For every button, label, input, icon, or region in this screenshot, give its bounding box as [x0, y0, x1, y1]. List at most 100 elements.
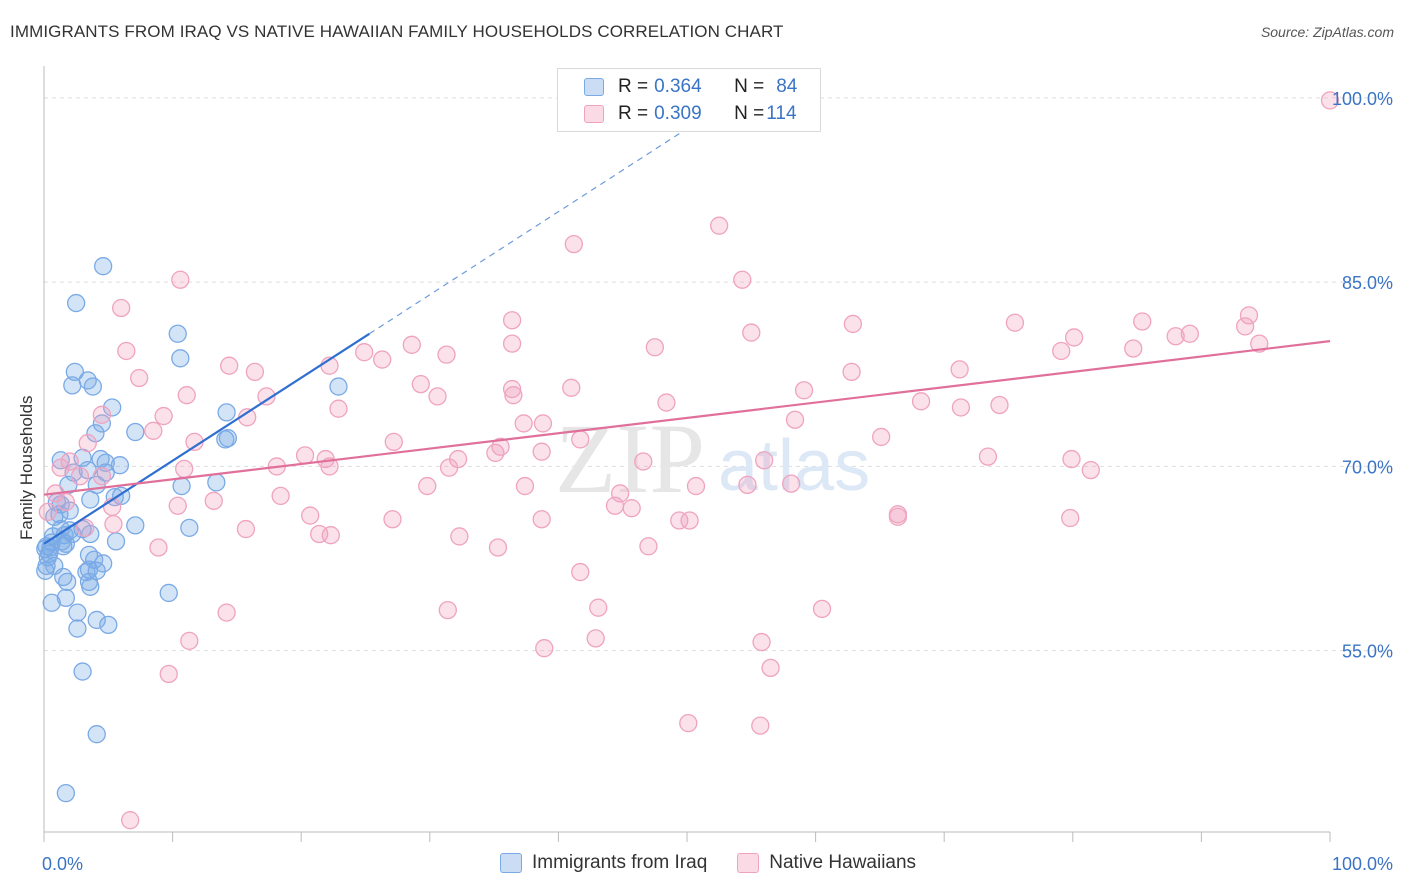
n-value: 84: [776, 76, 798, 97]
data-point: [1062, 449, 1081, 469]
data-point: [1235, 317, 1255, 336]
data-point: [329, 377, 348, 396]
series-hawaiian-points: [38, 91, 1340, 830]
data-point: [951, 398, 971, 417]
data-point: [383, 510, 402, 529]
data-point: [911, 392, 931, 411]
hawaiian-swatch: [737, 853, 760, 873]
data-point: [502, 379, 522, 399]
data-point: [710, 216, 729, 235]
trend-lines: [43, 128, 1331, 545]
data-point: [1064, 328, 1084, 347]
data-point: [204, 491, 223, 510]
data-point: [742, 323, 761, 342]
data-point: [126, 516, 145, 535]
data-point: [514, 414, 533, 433]
series-iraq-points: [36, 257, 348, 803]
data-point: [1180, 324, 1199, 343]
data-point: [216, 430, 235, 449]
data-point: [686, 476, 706, 496]
source-label: Source: ZipAtlas.com: [1260, 24, 1394, 40]
data-point: [761, 658, 780, 678]
data-point: [87, 725, 106, 744]
data-point: [622, 499, 641, 518]
data-point: [175, 459, 194, 479]
data-point: [373, 350, 392, 369]
data-point: [657, 393, 676, 412]
data-point: [96, 453, 115, 472]
data-point: [571, 562, 590, 582]
data-point: [36, 561, 55, 580]
data-point: [51, 458, 70, 477]
data-point: [56, 534, 76, 553]
data-point: [1081, 460, 1100, 480]
data-point: [171, 270, 190, 289]
data-point: [159, 583, 178, 603]
data-point: [535, 639, 554, 658]
data-point: [428, 387, 447, 406]
legend-label-iraq: Immigrants from Iraq: [532, 852, 708, 873]
data-point: [60, 452, 79, 471]
data-point: [94, 257, 113, 276]
data-point: [438, 600, 457, 620]
data-point: [57, 572, 77, 592]
legend-label-hawaiian: Native Hawaiians: [769, 852, 917, 873]
data-point: [217, 403, 236, 422]
r-label: R =: [618, 76, 649, 97]
data-point: [888, 507, 908, 526]
data-point: [76, 518, 95, 537]
data-point: [402, 335, 421, 354]
data-point: [639, 537, 658, 556]
data-point: [65, 362, 85, 381]
legend-item-hawaiian[interactable]: Native Hawaiians: [737, 852, 916, 874]
stats-row-hawaiian: R = 0.309 N = 114: [584, 102, 797, 126]
data-point: [112, 298, 131, 318]
data-point: [172, 476, 191, 496]
y-tick-label: 85.0%: [1342, 273, 1393, 293]
data-point: [42, 593, 61, 612]
data-point: [738, 475, 757, 494]
tick-labels: 100.0% 85.0% 70.0% 55.0% 0.0% 100.0%: [42, 89, 1393, 874]
r-label: R =: [618, 103, 649, 124]
series-legend: Immigrants from Iraq Native Hawaiians: [500, 852, 946, 874]
y-tick-label: 100.0%: [1332, 89, 1393, 109]
data-point: [785, 410, 805, 429]
data-point: [104, 515, 123, 534]
axes: [43, 66, 1331, 842]
data-point: [180, 518, 199, 537]
data-point: [295, 446, 315, 465]
data-point: [586, 629, 605, 648]
data-point: [571, 430, 590, 449]
data-point: [872, 427, 891, 447]
data-point: [978, 447, 998, 466]
trend-line-hawaiian: [43, 340, 1331, 496]
y-tick-label: 70.0%: [1342, 457, 1393, 477]
data-point: [257, 387, 276, 406]
data-point: [502, 311, 522, 330]
watermark-zip: ZIP: [555, 403, 705, 514]
hawaiian-swatch: [584, 105, 604, 123]
data-point: [329, 399, 348, 418]
data-point: [217, 603, 236, 622]
data-point: [87, 610, 106, 630]
data-point: [605, 496, 625, 515]
data-point: [144, 421, 163, 440]
data-point: [950, 360, 969, 379]
data-point: [1166, 327, 1185, 346]
data-point: [450, 527, 469, 546]
data-point: [81, 577, 100, 596]
data-point: [245, 362, 265, 381]
data-point: [1133, 312, 1152, 331]
data-point: [56, 784, 76, 803]
data-point: [117, 341, 136, 361]
data-point: [60, 501, 79, 520]
data-point: [56, 588, 76, 608]
data-point: [159, 664, 178, 684]
data-point: [418, 476, 437, 496]
data-point: [488, 538, 508, 557]
data-point: [564, 234, 583, 254]
legend-item-iraq[interactable]: Immigrants from Iraq: [500, 852, 707, 874]
data-point: [486, 443, 505, 463]
data-point: [670, 511, 689, 530]
